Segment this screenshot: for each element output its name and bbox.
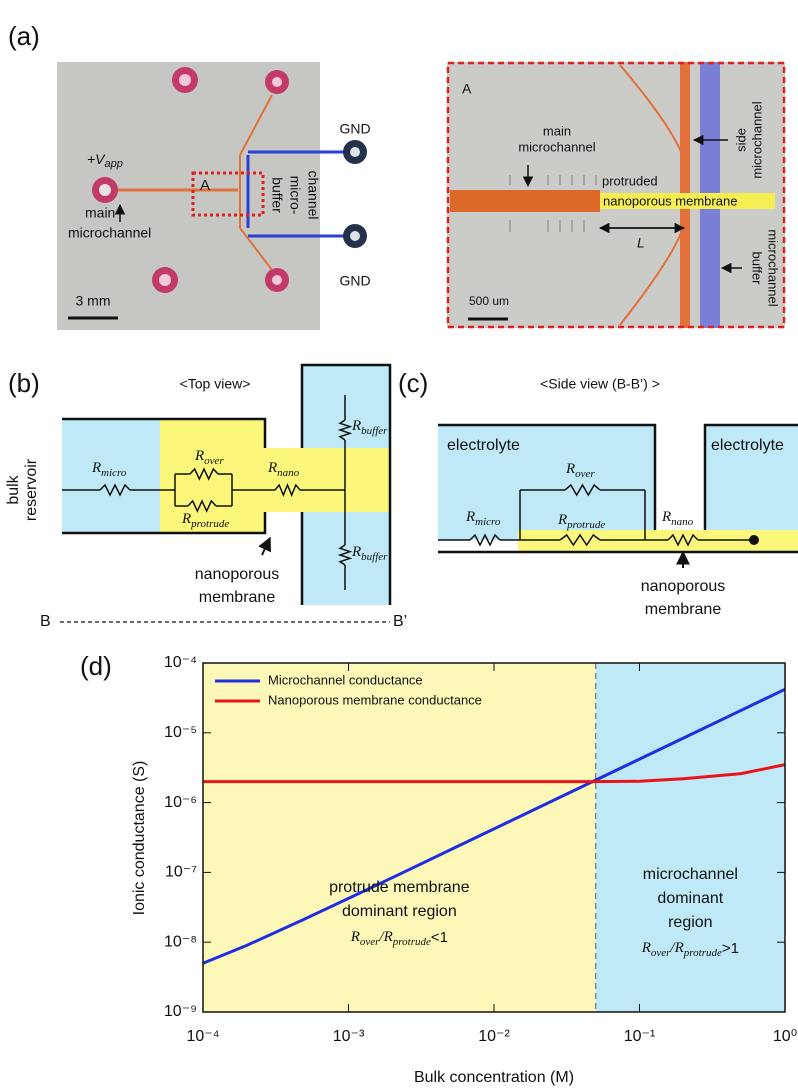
membrane-label: nanoporous membrane (603, 193, 737, 208)
r-sub: nano (671, 516, 694, 528)
r-sub: micro (101, 467, 127, 479)
y-axis-title: Ionic conductance (S) (131, 761, 148, 916)
reservoir-label: bulk (5, 474, 22, 504)
y-tick-label: 10⁻⁷ (165, 864, 197, 881)
r: R (565, 461, 575, 477)
ratio-part: over (651, 947, 671, 959)
vapp-sub: app (105, 158, 123, 170)
ratio-part: R (383, 929, 393, 945)
r: R (351, 544, 361, 560)
r: R (661, 509, 671, 525)
region-label: region (668, 914, 712, 931)
side-label: side (733, 128, 748, 152)
y-tick-label: 10⁻⁹ (164, 1003, 197, 1020)
x-tick-label: 10⁰ (773, 1028, 797, 1045)
y-tick-label: 10⁻⁵ (164, 724, 197, 741)
legend-label: Microchannel conductance (268, 672, 423, 687)
r: R (557, 512, 567, 528)
length-label: L (637, 235, 645, 251)
r: R (351, 418, 361, 434)
region-a: A (200, 177, 210, 194)
legend-label: Nanoporous membrane conductance (268, 692, 482, 707)
membrane-label: nanoporous (641, 578, 726, 595)
x-tick-label: 10⁻³ (333, 1028, 365, 1045)
side-label: microchannel (749, 101, 764, 178)
x-tick-label: 10⁻¹ (624, 1028, 656, 1045)
ratio-part: protrude (683, 947, 722, 959)
ratio-part: R (350, 929, 360, 945)
r-sub: buffer (361, 425, 388, 437)
r-sub: micro (475, 516, 501, 528)
panel-label: (a) (8, 21, 40, 51)
main-label: microchannel (68, 225, 151, 241)
r: R (267, 460, 277, 476)
panel-label: (b) (8, 368, 40, 398)
reservoir-label: reservoir (23, 458, 40, 521)
ratio-part: >1 (722, 940, 739, 957)
buffer-label: channel (305, 170, 321, 219)
r-sub: over (575, 468, 595, 480)
r: R (181, 511, 191, 527)
buffer-label: buffer (750, 251, 765, 285)
region-label: microchannel (643, 866, 738, 883)
x-tick-label: 10⁻² (478, 1028, 510, 1045)
page: { "panel_a": { "label": "(a)", "left": {… (0, 0, 798, 1090)
region-a: A (462, 81, 472, 97)
panel-title: <Top view> (180, 376, 251, 392)
buffer-label: micro- (287, 176, 303, 215)
region-label: protrude membrane (329, 879, 470, 896)
section-label: B’ (393, 613, 407, 630)
x-axis-title: Bulk concentration (M) (414, 1069, 574, 1086)
r-sub: over (204, 455, 224, 467)
region-label: dominant (657, 890, 723, 907)
plot: 10⁻⁴ 10⁻³ 10⁻² 10⁻¹ 10⁰ 10⁻⁹ 10⁻⁸ 10⁻⁷ 10⁻⁶ 10⁻⁵ 1… (164, 654, 797, 1045)
buffer-label: microchannel (766, 229, 781, 306)
y-tick-label: 10⁻⁶ (164, 794, 197, 811)
main-label: main (85, 205, 115, 221)
protruded-label: protruded (602, 173, 658, 188)
section-label: B (40, 613, 51, 630)
membrane-label: nanoporous (195, 566, 280, 583)
y-tick-label: 10⁻⁸ (164, 933, 197, 950)
figure: (a) +Vapp A main microchannel buffer mic… (0, 0, 798, 1090)
r: R (465, 509, 475, 525)
ratio-part: over (360, 936, 380, 948)
scale-label: 3 mm (76, 293, 111, 309)
scale-label: 500 um (469, 294, 509, 308)
panel-label: (c) (398, 368, 428, 398)
membrane-label: membrane (645, 601, 722, 618)
x-tick-label: 10⁻⁴ (186, 1028, 219, 1045)
electrolyte-label: electrolyte (711, 437, 784, 454)
buffer-label: buffer (269, 177, 285, 213)
main-label: main (543, 123, 571, 138)
vapp: +V (87, 151, 106, 167)
gnd-label: GND (339, 121, 370, 137)
region (203, 663, 596, 1012)
main-label: microchannel (518, 139, 595, 154)
membrane-label: membrane (199, 589, 276, 606)
r-sub: nano (277, 467, 300, 479)
panel-label: (d) (80, 651, 112, 681)
r: R (91, 460, 101, 476)
r-sub: buffer (361, 551, 388, 563)
ratio-part: R (674, 940, 684, 956)
region-label: dominant region (342, 903, 457, 920)
r-sub: protrude (566, 519, 605, 531)
panel-title: <Side view (B-B’) > (540, 376, 660, 392)
gnd-label: GND (339, 273, 370, 289)
r: R (194, 448, 204, 464)
region (596, 663, 785, 1012)
ratio-part: <1 (431, 929, 448, 946)
r-sub: protrude (190, 518, 229, 530)
ratio-part: protrude (392, 936, 431, 948)
resistor-label: Rnano (661, 509, 694, 527)
electrolyte-label: electrolyte (447, 437, 520, 454)
ratio-part: R (641, 940, 651, 956)
y-tick-label: 10⁻⁴ (164, 654, 197, 671)
